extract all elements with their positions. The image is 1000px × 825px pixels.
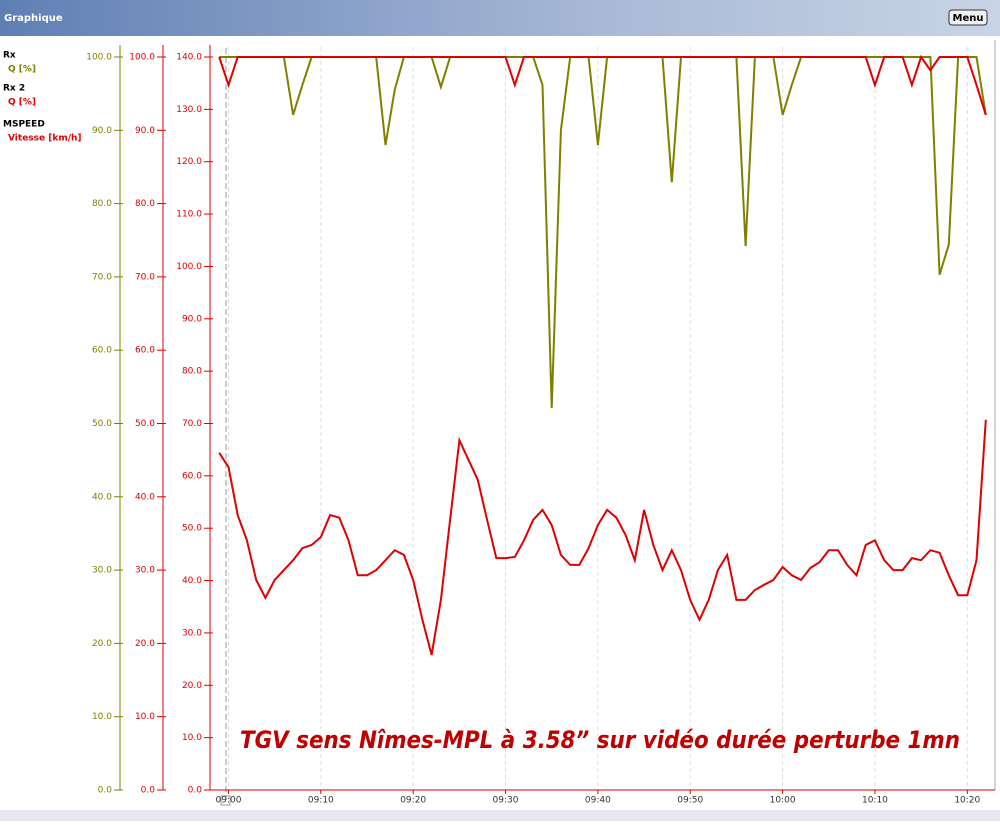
legend-group: Rx	[3, 51, 16, 61]
cursor-handle	[220, 795, 231, 806]
y-tick-label: 10.0	[135, 712, 155, 722]
legend-entry: Vitesse [km/h]	[8, 134, 82, 144]
x-tick-label: 10:10	[862, 796, 888, 806]
x-tick-label: 09:00	[216, 796, 242, 806]
y-tick-label: 20.0	[92, 639, 112, 649]
menu-label[interactable]: Menu	[953, 13, 984, 24]
y-tick-label: 140.0	[176, 53, 202, 63]
header-title: Graphique	[4, 13, 63, 24]
legend-group: MSPEED	[3, 120, 45, 130]
y-tick-label: 50.0	[135, 419, 155, 429]
series-line	[219, 56, 987, 409]
y-tick-label: 80.0	[182, 367, 202, 377]
y-tick-label: 0.0	[188, 786, 203, 796]
y-tick-label: 100.0	[86, 53, 112, 63]
y-tick-label: 100.0	[176, 262, 202, 272]
annotation: TGV sens Nîmes-MPL à 3.58” sur vidéo dur…	[240, 726, 960, 754]
y-tick-label: 0.0	[98, 786, 113, 796]
y-tick-label: 0.0	[141, 786, 156, 796]
y-tick-label: 70.0	[135, 272, 155, 282]
x-tick-label: 09:10	[308, 796, 334, 806]
y-tick-label: 20.0	[135, 639, 155, 649]
x-tick-label: 10:20	[954, 796, 980, 806]
y-tick-label: 40.0	[92, 492, 112, 502]
x-tick-label: 09:20	[400, 796, 426, 806]
legend-group: Rx 2	[3, 84, 25, 94]
bottom-strip	[0, 810, 1000, 821]
y-tick-label: 90.0	[135, 126, 155, 136]
x-tick-label: 10:00	[770, 796, 796, 806]
y-tick-label: 110.0	[176, 210, 202, 220]
menu-button[interactable]	[948, 9, 988, 26]
y-tick-label: 30.0	[92, 566, 112, 576]
x-tick-label: 09:40	[585, 796, 611, 806]
y-tick-label: 100.0	[129, 53, 155, 63]
y-tick-label: 50.0	[182, 524, 202, 534]
y-tick-label: 30.0	[182, 628, 202, 638]
y-tick-label: 20.0	[182, 681, 202, 691]
y-tick-label: 60.0	[135, 346, 155, 356]
y-tick-label: 50.0	[92, 419, 112, 429]
y-tick-label: 40.0	[182, 576, 202, 586]
y-tick-label: 30.0	[135, 566, 155, 576]
y-tick-label: 80.0	[135, 199, 155, 209]
series-line	[218, 419, 987, 656]
y-tick-label: 40.0	[135, 492, 155, 502]
series-line	[218, 54, 987, 116]
y-tick-label: 10.0	[92, 712, 112, 722]
legend-entry: Q [%]	[8, 98, 36, 108]
y-tick-label: 60.0	[92, 346, 112, 356]
y-tick-label: 120.0	[176, 157, 202, 167]
legend-entry: Q [%]	[8, 65, 36, 75]
y-tick-label: 70.0	[92, 272, 112, 282]
y-tick-label: 90.0	[92, 126, 112, 136]
header-bar	[0, 0, 1000, 36]
y-tick-label: 10.0	[182, 733, 202, 743]
y-tick-label: 70.0	[182, 419, 202, 429]
x-tick-label: 09:50	[677, 796, 703, 806]
y-tick-label: 80.0	[92, 199, 112, 209]
x-tick-label: 09:30	[493, 796, 519, 806]
y-tick-label: 90.0	[182, 314, 202, 324]
y-tick-label: 60.0	[182, 471, 202, 481]
y-tick-label: 130.0	[176, 105, 202, 115]
